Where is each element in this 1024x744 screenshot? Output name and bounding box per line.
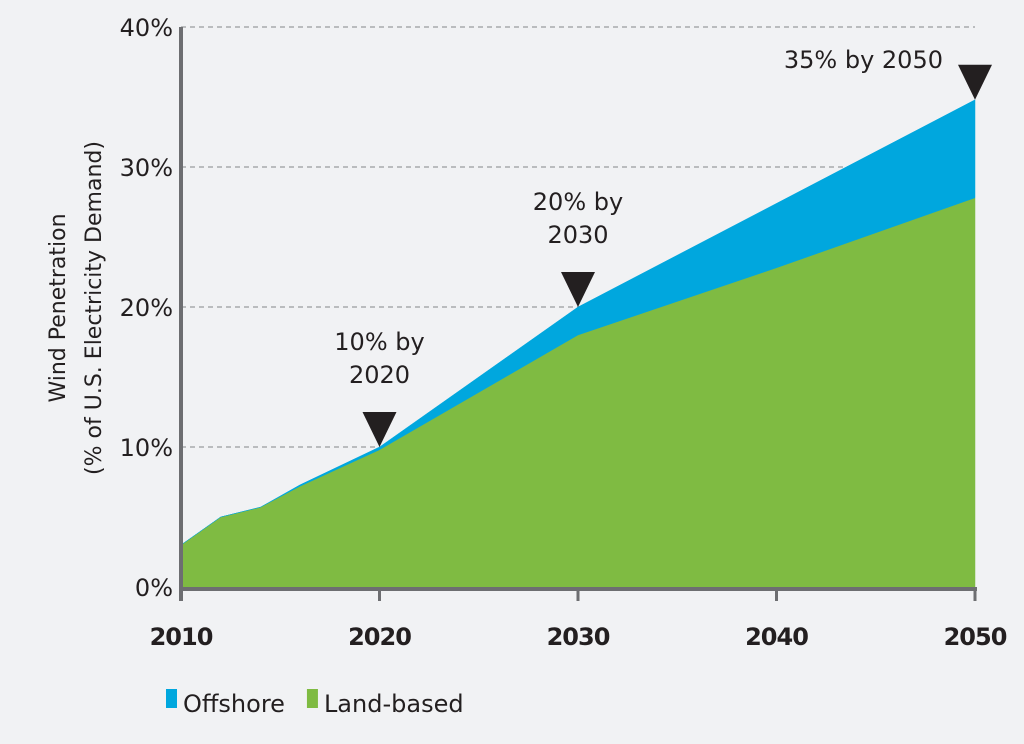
x-tick-label-2020: 2020 xyxy=(348,623,411,651)
y-axis-label: Wind Penetration (% of U.S. Electricity … xyxy=(46,141,107,475)
y-tick-label-0: 0% xyxy=(135,574,173,602)
y-tick-label-10: 10% xyxy=(120,434,173,462)
y-axis-label-line-2: (% of U.S. Electricity Demand) xyxy=(82,141,107,475)
annotation-label-2030-line-1: 20% by xyxy=(533,188,623,216)
x-tick-label-2010: 2010 xyxy=(150,623,213,651)
area-land-based xyxy=(180,197,976,588)
legend-label-offshore: Offshore xyxy=(183,690,285,718)
triangle-marker-icon-2050 xyxy=(958,64,992,100)
axes xyxy=(179,27,977,601)
x-tick-label-2050: 2050 xyxy=(944,623,1007,651)
annotation-label-2050: 35% by 2050 xyxy=(784,46,943,74)
legend-swatch-land-based xyxy=(306,689,318,708)
annotation-label-2030-line-2: 2030 xyxy=(547,221,608,249)
y-tick-label-20: 20% xyxy=(120,294,173,322)
legend-label-land-based: Land-based xyxy=(324,690,464,718)
y-tick-label-40: 40% xyxy=(120,14,173,42)
y-axis-label-line-1: Wind Penetration xyxy=(46,213,71,402)
x-tick-label-2030: 2030 xyxy=(547,623,610,651)
x-tick-label-2040: 2040 xyxy=(745,623,808,651)
legend: Offshore Land-based xyxy=(166,689,464,718)
triangle-marker-icon-2020 xyxy=(362,412,397,447)
y-tick-label-30: 30% xyxy=(120,154,173,182)
x-tick-labels: 2010 2020 2030 2040 2050 xyxy=(150,623,1008,651)
triangle-marker-icon-2030 xyxy=(561,272,595,307)
area-offshore xyxy=(180,99,976,546)
area-series xyxy=(180,99,976,588)
y-tick-labels: 0% 10% 20% 30% 40% xyxy=(120,14,173,602)
legend-swatch-offshore xyxy=(166,689,177,708)
annotations: 10% by 2020 20% by 2030 35% by 2050 xyxy=(334,46,992,447)
annotation-label-2020-line-1: 10% by xyxy=(334,328,424,356)
annotation-label-2020-line-2: 2020 xyxy=(349,361,410,389)
